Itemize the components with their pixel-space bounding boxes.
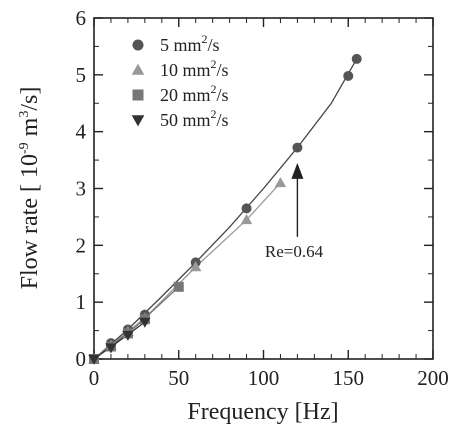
y-tick-label: 6: [76, 6, 87, 30]
y-axis-label: Flow rate [ 10-9 m3/s]: [17, 87, 43, 290]
data-point-series-2: [189, 261, 202, 272]
data-point-series-1: [292, 142, 303, 153]
fit-curve-series-4: [93, 321, 146, 360]
data-point-series-4: [122, 330, 134, 341]
x-tick-label: 100: [248, 366, 280, 390]
fit-curve-series-1: [93, 58, 358, 360]
data-point-series-4: [105, 343, 117, 354]
x-tick-label: 150: [333, 366, 365, 390]
x-tick-label: 50: [168, 366, 189, 390]
legend-label-4: 50 mm2/s: [160, 107, 229, 130]
data-point-series-4: [88, 354, 100, 365]
data-point-series-2: [274, 177, 287, 188]
y-tick-label: 5: [76, 63, 87, 87]
annotation: Re=0.64: [265, 162, 324, 261]
legend-marker-2: [131, 63, 145, 75]
data-point-series-1: [351, 53, 362, 64]
y-tick-label: 4: [76, 120, 87, 144]
axis-ticks: 0 50 100 150 200 0 1 2 3 4 5 6: [76, 6, 449, 390]
legend: 5 mm2/s10 mm2/s20 mm2/s50 mm2/s: [131, 32, 229, 130]
x-tick-label: 200: [417, 366, 449, 390]
x-axis-label: Frequency [Hz]: [187, 399, 338, 425]
legend-marker-3: [132, 89, 144, 101]
data-point-series-1: [343, 70, 354, 81]
legend-marker-1: [132, 39, 144, 51]
data-points: [88, 53, 362, 365]
data-point-series-2: [240, 214, 253, 225]
annotation-arrow-head: [291, 162, 304, 179]
data-point-series-1: [241, 203, 252, 214]
legend-label-3: 20 mm2/s: [160, 82, 229, 105]
data-point-series-3: [173, 281, 184, 292]
legend-label-1: 5 mm2/s: [160, 32, 220, 55]
legend-marker-4: [131, 115, 145, 127]
y-tick-label: 0: [76, 347, 87, 371]
data-point-series-4: [139, 317, 151, 328]
legend-label-2: 10 mm2/s: [160, 57, 229, 80]
y-tick-label: 1: [76, 290, 87, 314]
annotation-label: Re=0.64: [265, 242, 324, 261]
y-tick-label: 3: [76, 177, 87, 201]
x-tick-label: 0: [89, 366, 100, 390]
y-tick-label: 2: [76, 233, 87, 257]
